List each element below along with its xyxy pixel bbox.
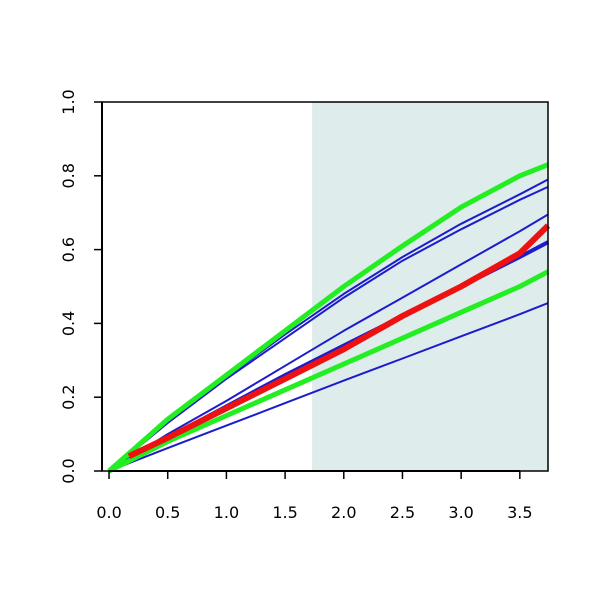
x-tick-label: 0.0 [96,503,121,522]
y-tick-label: 0.2 [59,384,78,409]
x-tick-label: 0.5 [155,503,180,522]
series-line [108,213,549,472]
y-tick-label: 0.6 [59,237,78,262]
series-line [108,185,549,472]
series-line [127,223,551,459]
shaded-region [312,102,548,471]
x-tick-label: 2.0 [331,503,356,522]
y-tick-label: 0.4 [59,311,78,336]
series-line [107,162,549,473]
series-line [108,302,549,472]
series-line [107,269,550,474]
x-tick-label: 1.0 [214,503,239,522]
x-tick-label: 3.0 [448,503,473,522]
y-tick-label: 0.8 [59,163,78,188]
y-tick-label: 1.0 [59,89,78,114]
x-tick-label: 3.5 [507,503,532,522]
x-tick-label: 2.5 [390,503,415,522]
x-tick-label: 1.5 [272,503,297,522]
y-tick-label: 0.0 [59,458,78,483]
